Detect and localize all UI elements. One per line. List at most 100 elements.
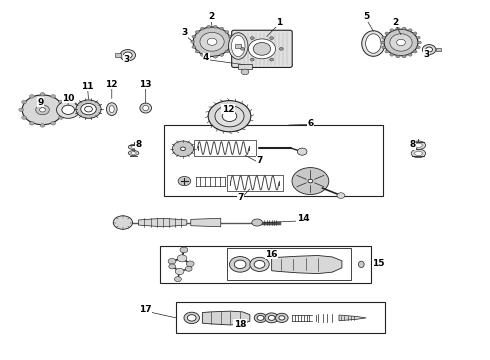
Circle shape: [29, 95, 34, 98]
Circle shape: [192, 35, 196, 38]
Circle shape: [220, 54, 223, 57]
Text: 16: 16: [266, 250, 278, 259]
Bar: [226, 248, 351, 280]
Text: 13: 13: [140, 80, 152, 89]
Circle shape: [270, 58, 273, 61]
Circle shape: [382, 46, 386, 49]
Text: 10: 10: [62, 94, 74, 103]
Circle shape: [408, 29, 412, 32]
Circle shape: [422, 45, 436, 54]
Ellipse shape: [411, 149, 426, 158]
Circle shape: [192, 46, 196, 48]
Text: 2: 2: [208, 13, 214, 22]
Circle shape: [184, 312, 199, 324]
Circle shape: [62, 105, 74, 114]
Circle shape: [241, 48, 245, 50]
Bar: [164, 125, 383, 196]
Circle shape: [58, 116, 63, 120]
Circle shape: [208, 100, 251, 132]
Bar: [176, 302, 386, 333]
Circle shape: [396, 55, 400, 58]
Ellipse shape: [193, 27, 231, 57]
Circle shape: [254, 313, 267, 323]
Circle shape: [396, 27, 400, 30]
Circle shape: [58, 100, 63, 104]
Circle shape: [123, 52, 132, 58]
Circle shape: [225, 50, 229, 53]
Circle shape: [250, 58, 254, 61]
Ellipse shape: [415, 143, 422, 147]
Text: 12: 12: [222, 105, 234, 114]
Circle shape: [214, 55, 218, 58]
Circle shape: [191, 40, 195, 43]
Circle shape: [196, 31, 199, 33]
Ellipse shape: [128, 150, 139, 156]
Circle shape: [81, 103, 96, 115]
Circle shape: [279, 316, 285, 320]
Circle shape: [40, 93, 45, 96]
Ellipse shape: [415, 151, 422, 156]
Circle shape: [220, 27, 223, 30]
Circle shape: [185, 266, 192, 271]
Circle shape: [76, 100, 101, 118]
Ellipse shape: [358, 261, 364, 267]
Ellipse shape: [143, 105, 148, 111]
Text: 9: 9: [37, 98, 44, 107]
Circle shape: [40, 123, 45, 127]
Circle shape: [292, 168, 329, 194]
Circle shape: [225, 31, 229, 33]
Circle shape: [382, 36, 386, 39]
Circle shape: [51, 122, 55, 125]
Circle shape: [305, 177, 316, 185]
Ellipse shape: [131, 152, 136, 154]
Circle shape: [215, 105, 244, 127]
Text: 6: 6: [307, 119, 314, 128]
Bar: [235, 44, 241, 48]
Circle shape: [56, 101, 80, 118]
Text: 3: 3: [123, 55, 129, 64]
Circle shape: [308, 179, 313, 183]
Circle shape: [279, 48, 283, 50]
Bar: [227, 175, 283, 191]
Circle shape: [169, 264, 175, 269]
Circle shape: [174, 276, 181, 282]
Circle shape: [228, 35, 232, 38]
Circle shape: [120, 50, 136, 61]
Circle shape: [241, 69, 249, 75]
Circle shape: [180, 247, 188, 253]
Bar: [160, 246, 371, 283]
Circle shape: [234, 260, 246, 269]
Circle shape: [248, 39, 275, 59]
Circle shape: [268, 315, 275, 320]
Text: 7: 7: [237, 193, 244, 202]
Text: 11: 11: [81, 82, 94, 91]
Circle shape: [214, 25, 218, 28]
Circle shape: [207, 25, 211, 28]
Circle shape: [417, 41, 421, 44]
Circle shape: [200, 27, 204, 30]
Ellipse shape: [200, 32, 224, 51]
Circle shape: [187, 315, 196, 321]
Ellipse shape: [231, 35, 245, 57]
Circle shape: [181, 147, 185, 150]
Circle shape: [61, 108, 66, 112]
Ellipse shape: [390, 34, 412, 51]
Circle shape: [196, 50, 199, 53]
Circle shape: [177, 255, 187, 262]
Bar: [115, 54, 121, 57]
Circle shape: [381, 41, 385, 44]
Circle shape: [175, 268, 184, 275]
Ellipse shape: [396, 39, 405, 46]
Polygon shape: [138, 218, 187, 227]
Circle shape: [186, 261, 194, 267]
Circle shape: [416, 36, 420, 39]
Circle shape: [426, 47, 433, 52]
Circle shape: [257, 315, 264, 320]
Text: 7: 7: [256, 156, 263, 165]
Text: 17: 17: [139, 305, 152, 314]
Text: 1: 1: [276, 18, 282, 27]
Circle shape: [402, 55, 406, 58]
Ellipse shape: [366, 34, 381, 53]
Polygon shape: [202, 311, 250, 325]
Circle shape: [229, 257, 251, 272]
